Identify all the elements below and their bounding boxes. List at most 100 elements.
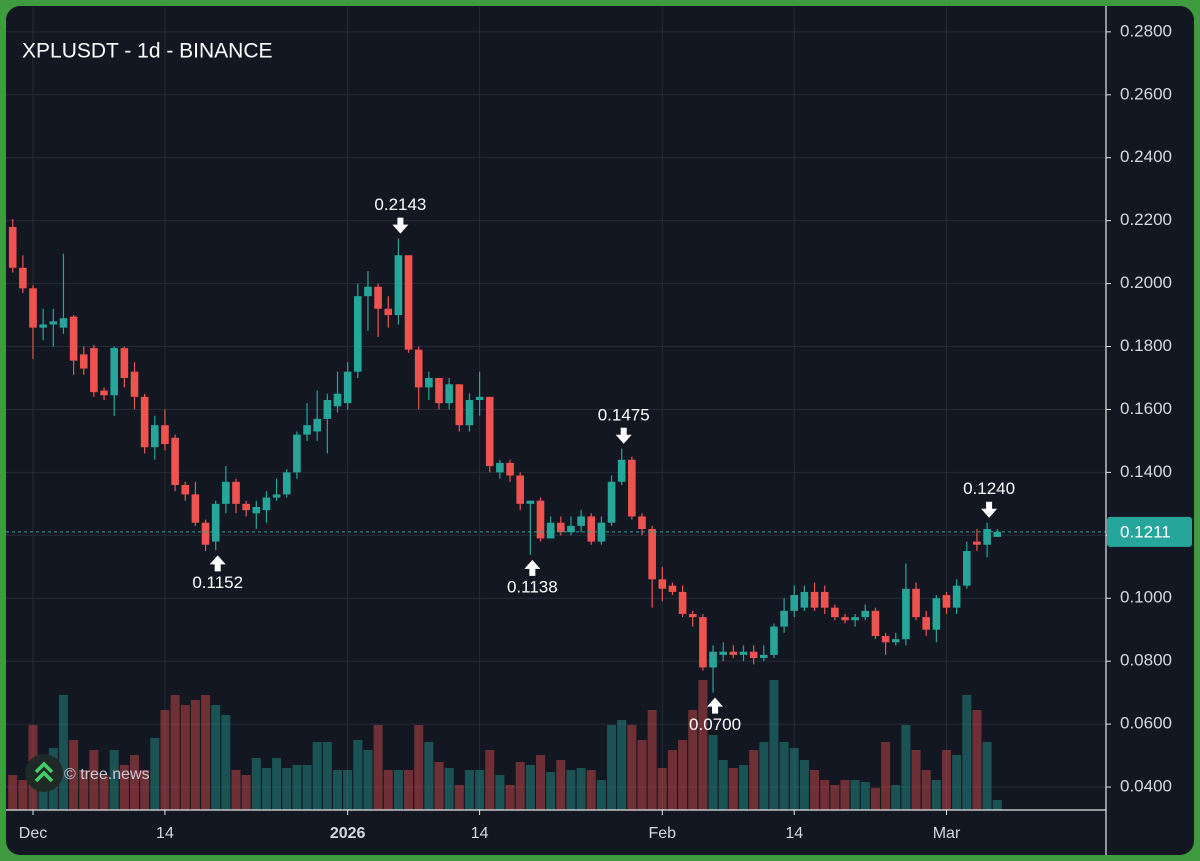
- candle-body: [577, 516, 585, 526]
- volume-bar: [343, 770, 353, 810]
- volume-bar: [140, 770, 150, 810]
- volume-bar: [789, 748, 799, 810]
- volume-bar: [881, 742, 891, 810]
- volume-bar: [982, 742, 992, 810]
- volume-layer: [8, 680, 1002, 810]
- volume-bar: [79, 770, 89, 810]
- watermark-logo: [25, 754, 63, 792]
- candle-body: [820, 591, 829, 608]
- candle-body: [567, 525, 575, 533]
- volume-bar: [464, 770, 474, 810]
- candle-body: [465, 400, 474, 426]
- volume-bar: [942, 750, 951, 810]
- volume-bar: [921, 770, 931, 810]
- volume-bar: [312, 742, 322, 810]
- last-price-label: 0.1211: [1120, 522, 1171, 541]
- volume-bar: [718, 760, 728, 810]
- volume-bar: [89, 750, 99, 810]
- candle-body: [343, 371, 352, 404]
- volume-bar: [799, 760, 809, 810]
- volume-bar: [820, 780, 830, 810]
- volume-bar: [201, 695, 211, 810]
- candle-body: [506, 462, 514, 476]
- y-tick-label: 0.2400: [1120, 147, 1172, 166]
- volume-bar: [18, 780, 28, 810]
- volume-bar: [779, 742, 789, 810]
- candle-body: [983, 529, 991, 545]
- candle-body: [242, 503, 250, 511]
- volume-bar: [190, 700, 200, 810]
- annotation-arrow: [981, 501, 998, 518]
- volume-bar: [434, 762, 444, 810]
- low-label: 0.0700: [689, 715, 741, 734]
- volume-bar: [282, 768, 292, 810]
- volume-bar: [170, 695, 180, 810]
- y-tick-label: 0.2000: [1120, 273, 1172, 292]
- volume-bar: [627, 725, 637, 810]
- candle-body: [435, 377, 443, 404]
- candle-body: [536, 500, 545, 539]
- annotation-arrow: [392, 217, 409, 234]
- high-label: 0.2143: [374, 195, 426, 214]
- candle-body: [69, 316, 78, 361]
- volume-bar: [850, 780, 860, 810]
- candle-body: [942, 595, 951, 608]
- volume-bar: [363, 750, 373, 810]
- candle-body: [414, 349, 423, 388]
- candle-body: [526, 500, 535, 504]
- candle-body: [790, 595, 799, 611]
- volume-bar: [759, 742, 769, 810]
- candle-body: [922, 617, 930, 630]
- candle-body: [648, 529, 656, 580]
- volume-bar: [870, 788, 880, 810]
- volume-bar: [495, 775, 505, 810]
- candle-body: [475, 396, 484, 401]
- candle-body: [282, 472, 291, 495]
- volume-bar: [69, 740, 79, 810]
- y-tick-label: 0.1400: [1120, 462, 1172, 481]
- volume-bar: [515, 762, 525, 810]
- volume-bar: [546, 772, 556, 810]
- candle-body: [110, 348, 118, 396]
- candle-body: [902, 588, 910, 640]
- y-tick-label: 0.0800: [1120, 651, 1172, 670]
- volume-bar: [962, 695, 972, 810]
- candle-body: [29, 288, 37, 328]
- volume-bar: [109, 750, 119, 810]
- candle-body: [638, 516, 646, 530]
- high-label: 0.1240: [963, 479, 1015, 498]
- y-tick-label: 0.1600: [1120, 399, 1172, 418]
- candle-body: [222, 481, 230, 504]
- candle-body: [963, 551, 971, 586]
- volume-bar: [251, 758, 261, 810]
- candle-body: [800, 591, 809, 608]
- x-tick-label: 14: [156, 825, 174, 842]
- volume-bar: [424, 742, 434, 810]
- volume-bar: [728, 768, 738, 810]
- candle-body: [211, 503, 220, 542]
- volume-bar: [576, 768, 586, 810]
- volume-bar: [475, 770, 485, 810]
- candle-body: [130, 371, 139, 397]
- volume-bar: [901, 725, 911, 810]
- candle-body: [323, 400, 332, 419]
- volume-bar: [952, 755, 962, 810]
- candle-body: [739, 651, 748, 655]
- candle-body: [140, 396, 149, 448]
- chart-title: XPLUSDT - 1d - BINANCE: [22, 40, 273, 63]
- candle-body: [760, 654, 768, 659]
- volume-bar: [99, 775, 109, 810]
- candle-body: [851, 617, 859, 621]
- volume-bar: [698, 680, 708, 810]
- volume-bar: [860, 782, 870, 810]
- candle-layer: [8, 219, 1002, 693]
- high-label: 0.1475: [598, 405, 650, 424]
- volume-bar: [231, 770, 241, 810]
- candle-body: [993, 531, 1002, 537]
- candle-body: [973, 541, 981, 545]
- x-tick-label: 2026: [330, 825, 366, 842]
- volume-bar: [739, 765, 748, 810]
- candle-body: [780, 610, 788, 627]
- candle-body: [394, 255, 403, 316]
